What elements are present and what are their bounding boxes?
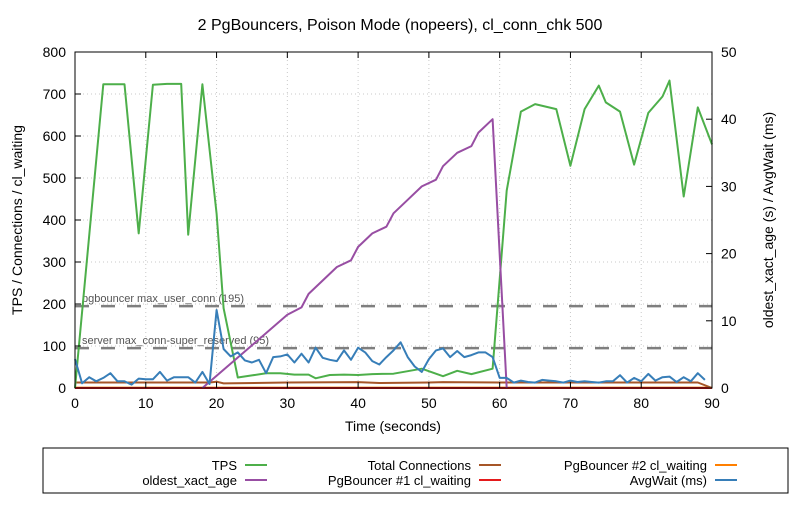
- series-line-tps: [74, 79, 713, 389]
- threshold-label: server max_conn-super_reserved (95): [82, 335, 269, 347]
- y-tick-label: 600: [43, 128, 67, 144]
- y2-tick-label: 40: [721, 111, 737, 127]
- y2-tick-label: 30: [721, 178, 737, 194]
- series-line-oldest-xact-age: [201, 118, 508, 389]
- y2-tick-label: 10: [721, 313, 737, 329]
- y-tick-label: 800: [43, 44, 67, 60]
- legend-label: PgBouncer #2 cl_waiting: [564, 458, 707, 473]
- y2-tick-label: 20: [721, 246, 737, 262]
- threshold-label: pgbouncer max_user_conn (195): [82, 293, 244, 305]
- y2-tick-label: 50: [721, 44, 737, 60]
- x-tick-label: 50: [421, 395, 437, 411]
- y-tick-label: 100: [43, 338, 67, 354]
- x-tick-label: 70: [563, 395, 579, 411]
- x-tick-label: 0: [71, 395, 79, 411]
- legend-label: AvgWait (ms): [630, 473, 707, 488]
- y-tick-label: 700: [43, 86, 67, 102]
- axes: 0 10 20 30 40 50 60 70 80 90010020030040050060070…: [43, 44, 737, 411]
- y-tick-label: 400: [43, 212, 67, 228]
- x-axis-label: Time (seconds): [345, 418, 441, 434]
- legend-label: oldest_xact_age: [142, 473, 237, 488]
- y-tick-label: 500: [43, 170, 67, 186]
- x-tick-label: 10: [138, 395, 154, 411]
- legend-label: PgBouncer #1 cl_waiting: [328, 473, 471, 488]
- y-tick-label: 300: [43, 254, 67, 270]
- y2-axis-label: oldest_xact_age (s) / AvgWait (ms): [760, 112, 776, 328]
- series-line-total-connections: [75, 380, 713, 389]
- chart-title: 2 PgBouncers, Poison Mode (nopeers), cl_…: [198, 17, 603, 34]
- series-line-avgwait-ms-: [74, 309, 706, 386]
- x-tick-label: 80: [633, 395, 649, 411]
- threshold-lines: pgbouncer max_user_conn (195) server max_…: [75, 293, 712, 350]
- x-tick-label: 40: [350, 395, 366, 411]
- y-tick-label: 0: [58, 380, 66, 396]
- legend-box: [42, 447, 789, 494]
- x-tick-label: 20: [209, 395, 225, 411]
- x-tick-label: 90: [704, 395, 720, 411]
- legend-label: Total Connections: [368, 458, 472, 473]
- y-tick-label: 200: [43, 296, 67, 312]
- y2-tick-label: 0: [721, 380, 729, 396]
- grid: [75, 52, 712, 388]
- y-axis-label: TPS / Connections / cl_waiting: [9, 125, 25, 315]
- x-tick-label: 60: [492, 395, 508, 411]
- x-tick-label: 30: [280, 395, 296, 411]
- legend-label: TPS: [212, 458, 238, 473]
